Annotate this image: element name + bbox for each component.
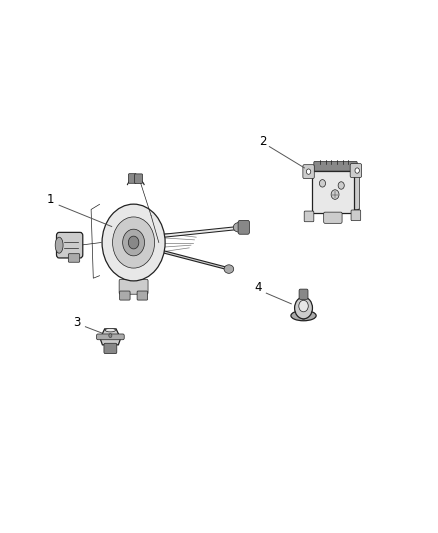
FancyBboxPatch shape [128,174,136,183]
FancyBboxPatch shape [299,289,308,300]
FancyBboxPatch shape [351,210,360,221]
Text: 3: 3 [73,316,80,329]
FancyBboxPatch shape [324,212,342,223]
Circle shape [295,297,312,319]
Circle shape [109,334,112,337]
Ellipse shape [291,311,316,321]
Ellipse shape [224,265,234,273]
Circle shape [338,182,344,189]
FancyBboxPatch shape [312,171,354,213]
Circle shape [128,236,139,249]
FancyBboxPatch shape [120,291,130,300]
Circle shape [319,180,325,187]
Text: 4: 4 [254,281,262,294]
FancyBboxPatch shape [137,291,148,300]
Ellipse shape [55,237,63,253]
Circle shape [331,190,339,199]
FancyBboxPatch shape [238,220,250,234]
Circle shape [307,169,311,174]
Circle shape [355,168,359,173]
FancyBboxPatch shape [104,343,117,354]
Circle shape [102,204,165,281]
FancyBboxPatch shape [317,166,359,209]
FancyBboxPatch shape [134,174,142,183]
FancyBboxPatch shape [314,161,357,171]
FancyBboxPatch shape [119,279,148,294]
FancyBboxPatch shape [68,254,80,262]
FancyBboxPatch shape [350,164,362,177]
Ellipse shape [105,328,116,332]
Circle shape [299,300,308,312]
Circle shape [300,312,307,319]
Circle shape [123,229,145,256]
Circle shape [113,217,155,268]
FancyBboxPatch shape [96,334,124,340]
Polygon shape [100,329,120,345]
Text: 1: 1 [46,193,54,206]
Ellipse shape [233,222,245,232]
FancyBboxPatch shape [304,211,314,222]
Text: 2: 2 [259,135,267,148]
FancyBboxPatch shape [57,232,83,258]
FancyBboxPatch shape [303,165,314,179]
